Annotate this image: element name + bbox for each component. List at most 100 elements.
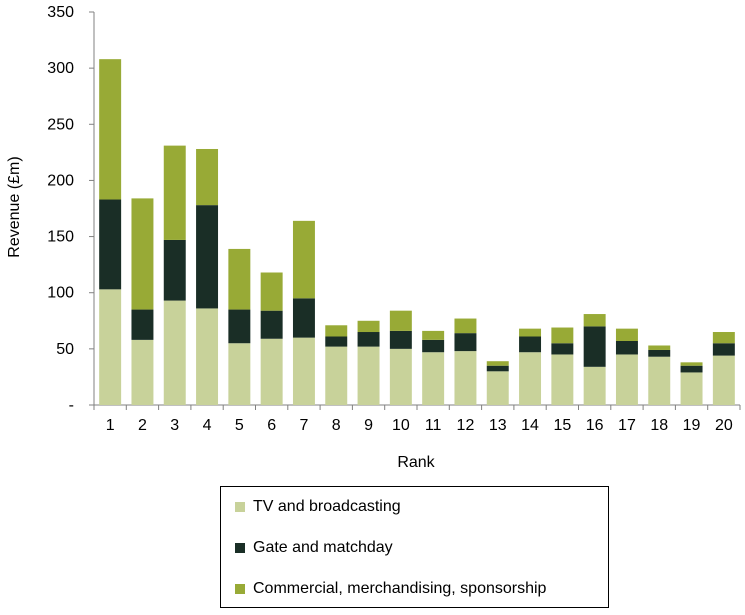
x-tick-label: 5 bbox=[235, 417, 244, 434]
x-tick-label: 10 bbox=[392, 417, 410, 434]
x-tick-label: 9 bbox=[364, 417, 373, 434]
bar-segment-gate bbox=[422, 339, 445, 353]
legend-item-tv: TV and broadcasting bbox=[235, 497, 401, 517]
bar-segment-gate bbox=[519, 336, 542, 353]
x-tick-label: 11 bbox=[425, 417, 442, 434]
bar-segment-commercial bbox=[712, 332, 735, 344]
bar-segment-tv bbox=[228, 343, 251, 405]
y-tick-label: 200 bbox=[47, 172, 74, 189]
legend-swatch-gate bbox=[235, 543, 245, 553]
bar-segment-commercial bbox=[292, 220, 315, 299]
x-axis: 1 2 3 4 5 6 7 8 9 10 11 12 13 14 15 16 17 18 19 20 bbox=[93, 404, 741, 434]
x-tick-label: 12 bbox=[457, 417, 475, 434]
bar-segment-tv bbox=[163, 300, 186, 405]
bar-segment-commercial bbox=[615, 328, 638, 341]
bar-segment-tv bbox=[712, 355, 735, 405]
bar-segment-gate bbox=[712, 343, 735, 356]
y-tick-label: 300 bbox=[47, 60, 74, 77]
bar-segment-gate bbox=[99, 199, 122, 290]
x-tick-label: 16 bbox=[586, 417, 604, 434]
bar-segment-tv bbox=[196, 308, 219, 405]
bar-segment-commercial bbox=[131, 198, 154, 310]
bar-segment-commercial bbox=[583, 314, 606, 327]
bar-segment-gate bbox=[648, 349, 671, 357]
bar-segment-commercial bbox=[422, 330, 445, 340]
bar-segment-tv bbox=[99, 289, 122, 405]
x-tick-label: 13 bbox=[489, 417, 507, 434]
bar-segment-gate bbox=[551, 343, 574, 355]
bar-segment-gate bbox=[357, 332, 380, 347]
legend-label-commercial: Commercial, merchandising, sponsorship bbox=[253, 580, 547, 597]
bar-segment-tv bbox=[422, 352, 445, 405]
bar-segment-commercial bbox=[196, 148, 219, 206]
legend-item-gate: Gate and matchday bbox=[235, 538, 393, 558]
bar-segment-gate bbox=[583, 326, 606, 367]
bar-segment-tv bbox=[680, 372, 703, 405]
legend-label-tv: TV and broadcasting bbox=[253, 498, 401, 515]
x-tick-label: 15 bbox=[553, 417, 571, 434]
bars bbox=[99, 59, 735, 405]
y-axis-title: Revenue (£m) bbox=[6, 156, 23, 257]
y-tick-label: 350 bbox=[47, 4, 74, 21]
bar-segment-tv bbox=[583, 366, 606, 405]
bar-segment-tv bbox=[519, 352, 542, 405]
bar-segment-tv bbox=[325, 346, 348, 405]
legend-swatch-commercial bbox=[235, 584, 245, 594]
bar-segment-commercial bbox=[99, 59, 122, 200]
bar-segment-commercial bbox=[163, 145, 186, 240]
bar-segment-tv bbox=[292, 337, 315, 405]
bar-segment-gate bbox=[389, 330, 412, 349]
x-tick-label: 3 bbox=[170, 417, 179, 434]
bar-segment-gate bbox=[228, 309, 251, 344]
bar-segment-tv bbox=[389, 348, 412, 405]
x-tick-label: 7 bbox=[299, 417, 308, 434]
bar-segment-commercial bbox=[325, 325, 348, 337]
bar-segment-gate bbox=[163, 239, 186, 301]
x-tick-label: 8 bbox=[332, 417, 341, 434]
bar-segment-tv bbox=[454, 351, 477, 405]
y-tick-label: 100 bbox=[47, 285, 74, 302]
y-tick-label: 150 bbox=[47, 229, 74, 246]
bar-segment-gate bbox=[680, 365, 703, 373]
x-tick-label: 6 bbox=[267, 417, 276, 434]
bar-segment-gate bbox=[131, 309, 154, 340]
bar-segment-commercial bbox=[551, 327, 574, 344]
bar-segment-tv bbox=[357, 346, 380, 405]
bar-segment-gate bbox=[260, 310, 283, 339]
bar-segment-tv bbox=[648, 356, 671, 405]
bar-segment-gate bbox=[486, 365, 509, 372]
x-axis-title: Rank bbox=[397, 454, 435, 471]
x-tick-label: 20 bbox=[715, 417, 733, 434]
legend-label-gate: Gate and matchday bbox=[253, 539, 393, 556]
bar-segment-gate bbox=[454, 333, 477, 352]
x-tick-label: 17 bbox=[618, 417, 636, 434]
x-tick-label: 1 bbox=[106, 417, 115, 434]
bar-segment-gate bbox=[196, 205, 219, 309]
bar-segment-commercial bbox=[260, 272, 283, 311]
bar-segment-commercial bbox=[519, 328, 542, 337]
y-axis: - 50 100 150 200 250 300 350 bbox=[47, 4, 95, 414]
x-tick-label: 19 bbox=[683, 417, 701, 434]
bar-segment-tv bbox=[615, 354, 638, 405]
bar-segment-commercial bbox=[680, 362, 703, 366]
bar-segment-gate bbox=[615, 340, 638, 355]
y-tick-label: 50 bbox=[56, 341, 74, 358]
bar-segment-tv bbox=[486, 371, 509, 405]
bar-segment-gate bbox=[325, 336, 348, 347]
x-tick-label: 18 bbox=[650, 417, 668, 434]
bar-segment-tv bbox=[260, 338, 283, 405]
bar-segment-tv bbox=[551, 354, 574, 405]
bar-segment-commercial bbox=[228, 248, 251, 310]
bar-segment-gate bbox=[292, 298, 315, 338]
legend-swatch-tv bbox=[235, 502, 245, 512]
bar-segment-commercial bbox=[454, 318, 477, 334]
y-tick-label: 250 bbox=[47, 116, 74, 133]
x-tick-label: 4 bbox=[203, 417, 212, 434]
x-tick-label: 2 bbox=[138, 417, 147, 434]
legend: TV and broadcasting Gate and matchday Co… bbox=[220, 486, 609, 608]
bar-segment-commercial bbox=[389, 310, 412, 331]
x-tick-label: 14 bbox=[521, 417, 539, 434]
bar-segment-commercial bbox=[648, 345, 671, 350]
legend-item-commercial: Commercial, merchandising, sponsorship bbox=[235, 579, 546, 599]
